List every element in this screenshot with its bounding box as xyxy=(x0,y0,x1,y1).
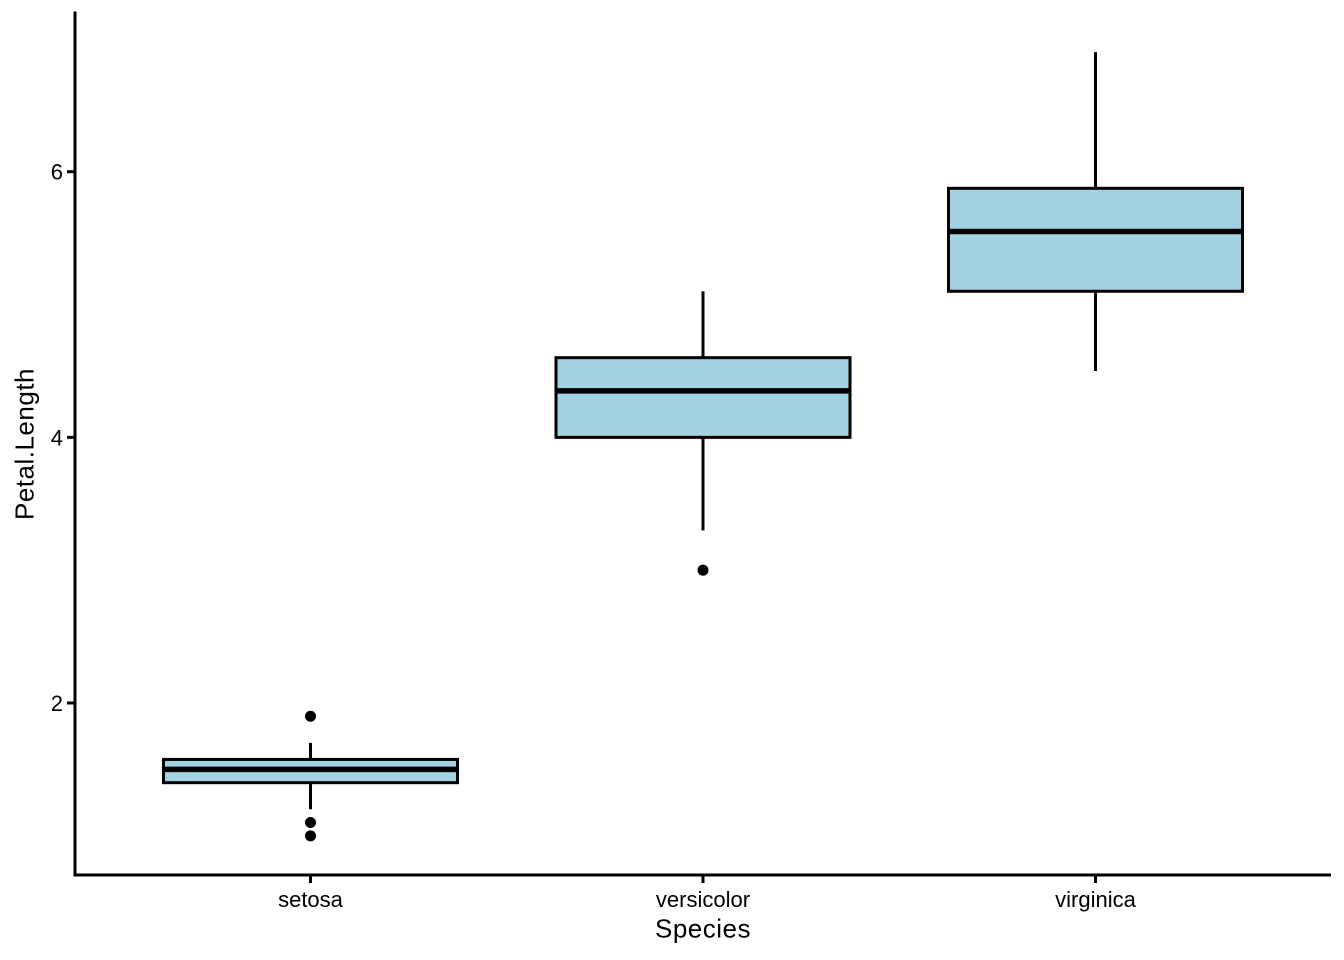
x-tick-label-virginica: virginica xyxy=(1055,887,1136,912)
outlier-point-versicolor-0 xyxy=(697,564,709,576)
x-tick-label-versicolor: versicolor xyxy=(656,887,750,912)
box-virginica[interactable] xyxy=(947,186,1244,293)
y-tick-label-6: 6 xyxy=(51,160,63,185)
outlier-point-setosa-2 xyxy=(305,830,316,842)
y-axis-title: Petal.Length xyxy=(9,367,40,521)
y-tick-label-4: 4 xyxy=(51,425,63,450)
boxplot-group-setosa xyxy=(162,710,459,842)
outlier-point-setosa-1 xyxy=(305,817,316,829)
boxplot-group-virginica xyxy=(947,52,1244,371)
x-axis-title: Species xyxy=(655,913,751,944)
x-tick-label-setosa: setosa xyxy=(278,887,344,912)
outlier-point-setosa-0 xyxy=(305,710,316,722)
y-tick-label-2: 2 xyxy=(51,691,63,716)
box-versicolor[interactable] xyxy=(554,356,852,439)
boxplot-group-versicolor xyxy=(554,291,852,576)
